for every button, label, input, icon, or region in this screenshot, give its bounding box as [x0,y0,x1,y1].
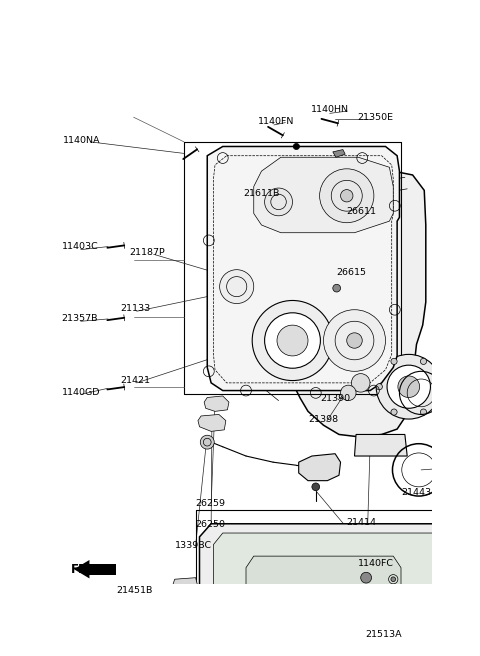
Polygon shape [299,454,340,481]
Text: 26250: 26250 [195,520,225,529]
Text: 21443: 21443 [401,489,431,497]
Polygon shape [254,157,393,233]
Circle shape [312,483,320,491]
Text: 21414: 21414 [347,518,377,527]
Text: 1140FN: 1140FN [258,117,295,127]
Ellipse shape [337,252,363,268]
Circle shape [420,409,427,415]
Circle shape [264,188,292,216]
Circle shape [340,385,356,401]
Text: 21390: 21390 [321,394,350,403]
Text: 1140HN: 1140HN [311,105,348,114]
Circle shape [200,435,214,449]
Polygon shape [333,150,345,157]
Text: 26615: 26615 [336,268,366,277]
Polygon shape [355,434,407,456]
Text: 21513A: 21513A [365,630,402,639]
Circle shape [435,384,441,390]
Polygon shape [198,415,226,432]
Text: FR.: FR. [71,564,93,577]
Text: 11403C: 11403C [61,242,98,251]
Polygon shape [204,396,229,411]
Circle shape [391,577,396,581]
Circle shape [333,284,340,292]
Circle shape [220,270,254,304]
Ellipse shape [357,290,383,306]
Polygon shape [173,578,198,591]
Text: 1339BC: 1339BC [175,541,212,550]
Circle shape [336,217,349,230]
Text: 1140NA: 1140NA [63,136,101,145]
Polygon shape [207,146,399,390]
Circle shape [391,409,397,415]
Circle shape [376,384,383,390]
Text: 21398: 21398 [308,415,338,424]
Text: 26259: 26259 [195,499,225,508]
Text: 1140FC: 1140FC [358,560,394,568]
Text: 21133: 21133 [120,304,151,314]
Ellipse shape [322,236,348,253]
Circle shape [376,354,441,419]
Circle shape [420,358,427,365]
Circle shape [293,144,300,150]
Circle shape [252,300,333,380]
Polygon shape [214,533,471,634]
Polygon shape [200,523,480,647]
Text: 1140GD: 1140GD [61,388,100,398]
Circle shape [360,572,372,583]
Polygon shape [246,556,401,625]
Text: 21451B: 21451B [116,586,152,595]
Circle shape [264,313,321,368]
Text: 26611: 26611 [347,207,377,216]
Circle shape [387,365,431,408]
Polygon shape [258,171,426,437]
Circle shape [391,358,397,365]
Text: 21350E: 21350E [357,113,393,122]
Text: 21611B: 21611B [243,189,279,198]
Ellipse shape [303,221,329,237]
Circle shape [277,325,308,356]
Circle shape [324,310,385,371]
Polygon shape [89,564,116,575]
Text: 21357B: 21357B [61,314,98,323]
Text: 21421: 21421 [120,376,150,385]
Circle shape [398,376,420,398]
Bar [196,510,480,656]
Circle shape [351,374,370,392]
Circle shape [340,190,353,202]
Circle shape [320,169,374,222]
Ellipse shape [353,267,379,283]
Ellipse shape [349,314,375,329]
Text: 21187P: 21187P [130,248,166,257]
Circle shape [347,333,362,348]
Polygon shape [74,560,89,579]
